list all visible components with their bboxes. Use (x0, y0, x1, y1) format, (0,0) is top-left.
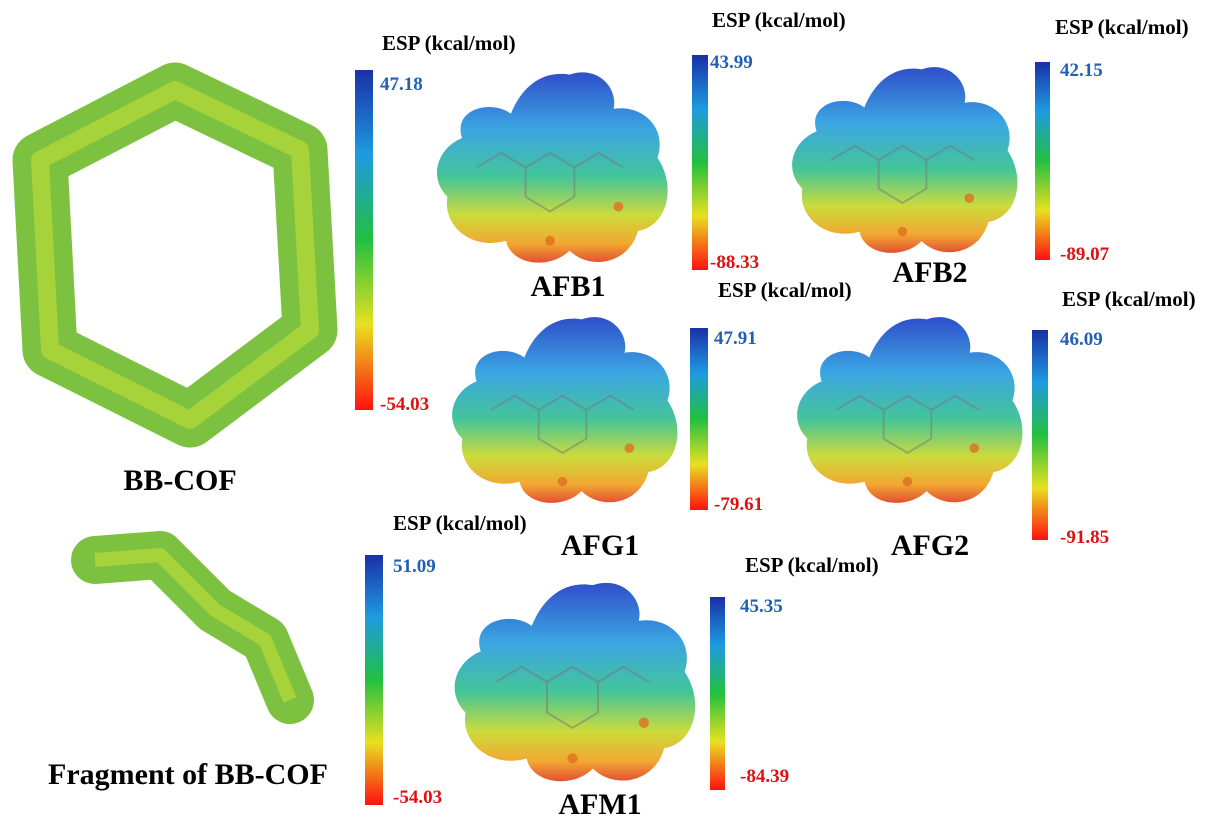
colorbar (692, 55, 708, 270)
colorbar (1032, 330, 1048, 540)
colorbar-title: ESP (kcal/mol) (1062, 287, 1196, 311)
panel-label: AFG1 (561, 529, 639, 562)
cof-fragment (95, 555, 290, 700)
colorbar (355, 70, 373, 410)
colorbar-max: 43.99 (710, 52, 753, 73)
colorbar-min: -54.03 (393, 787, 442, 808)
afg2-surface (797, 317, 1022, 503)
afb1-surface (437, 72, 668, 262)
colorbar-title: ESP (kcal/mol) (382, 31, 516, 55)
colorbar-min: -84.39 (740, 766, 789, 787)
colorbar-title: ESP (kcal/mol) (718, 278, 852, 302)
colorbar-max: 47.18 (380, 74, 423, 95)
colorbar (1035, 62, 1050, 260)
figure-canvas: ESP (kcal/mol) 47.18 -54.03 BB-COF ESP (… (0, 0, 1220, 822)
panel-label: AFB1 (531, 270, 606, 303)
colorbar-max: 46.09 (1060, 329, 1103, 350)
afb2-surface (792, 67, 1017, 253)
colorbar-max: 42.15 (1060, 60, 1103, 81)
colorbar-max: 47.91 (714, 328, 757, 349)
colorbar-title: ESP (kcal/mol) (712, 8, 846, 32)
panel-label: AFG2 (891, 529, 969, 562)
colorbar (365, 555, 383, 805)
colorbar-min: -91.85 (1060, 527, 1109, 548)
colorbar-title: ESP (kcal/mol) (745, 553, 879, 577)
colorbar (690, 328, 708, 510)
colorbar-min: -88.33 (710, 252, 759, 273)
afg1-surface (452, 317, 677, 503)
colorbar-title: ESP (kcal/mol) (1055, 15, 1189, 39)
colorbar-min: -79.61 (714, 494, 763, 515)
panel-label: BB-COF (123, 464, 236, 497)
panel-label: AFM1 (558, 788, 641, 821)
figure: ESP (kcal/mol) 47.18 -54.03 BB-COF ESP (… (0, 0, 1220, 822)
colorbar (710, 597, 725, 790)
colorbar-min: -89.07 (1060, 244, 1110, 265)
panel-label: AFB2 (893, 256, 968, 289)
colorbar-max: 45.35 (740, 596, 783, 617)
colorbar-title: ESP (kcal/mol) (393, 511, 527, 535)
colorbar-max: 51.09 (393, 556, 436, 577)
cof-ring-core (40, 90, 310, 420)
afm1-surface (455, 583, 696, 781)
colorbar-min: -54.03 (380, 394, 429, 415)
panel-label: Fragment of BB-COF (48, 758, 328, 791)
